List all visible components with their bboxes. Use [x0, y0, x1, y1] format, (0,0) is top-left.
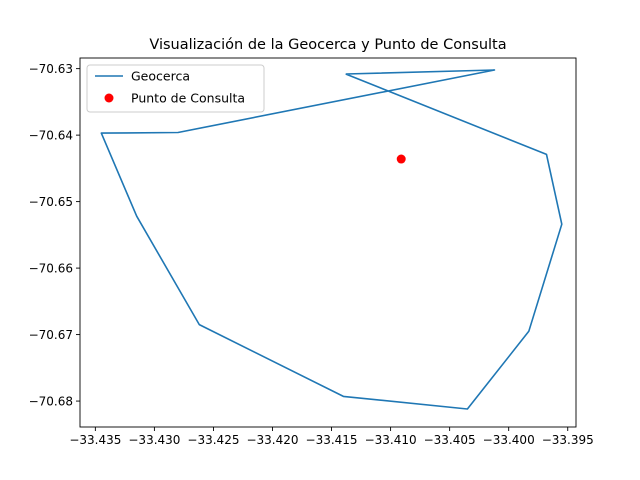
- axes-frame: [79, 57, 577, 428]
- legend-marker-icon: [104, 93, 114, 103]
- y-tick-label: −70.64: [29, 129, 73, 143]
- legend-box: [86, 64, 265, 113]
- x-tick-label: −33.410: [365, 433, 417, 447]
- y-tick-label: −70.63: [29, 62, 73, 76]
- x-tick-label: −33.400: [483, 433, 535, 447]
- chart-title: Visualización de la Geocerca y Punto de …: [149, 37, 506, 53]
- x-tick-label: −33.420: [246, 433, 298, 447]
- y-tick-label: −70.67: [29, 328, 73, 342]
- x-tick-label: −33.395: [542, 433, 594, 447]
- y-tick-label: −70.66: [29, 262, 73, 276]
- y-tick-label: −70.65: [29, 195, 73, 209]
- scatter-point-0: [396, 154, 406, 164]
- x-tick-label: −33.435: [69, 433, 121, 447]
- legend-label: Punto de Consulta: [131, 91, 245, 106]
- legend-label: Geocerca: [131, 69, 190, 84]
- plot-area: −33.435 −33.430 −33.425 −33.420 −33.415 −33.4…: [29, 57, 594, 447]
- legend: Geocerca Punto de Consulta: [86, 64, 265, 113]
- y-tick-label: −70.68: [29, 395, 73, 409]
- x-tick-label: −33.425: [187, 433, 239, 447]
- x-tick-label: −33.415: [306, 433, 358, 447]
- x-tick-label: −33.405: [424, 433, 476, 447]
- x-tick-label: −33.430: [128, 433, 180, 447]
- series-line-geocerca: [100, 69, 563, 410]
